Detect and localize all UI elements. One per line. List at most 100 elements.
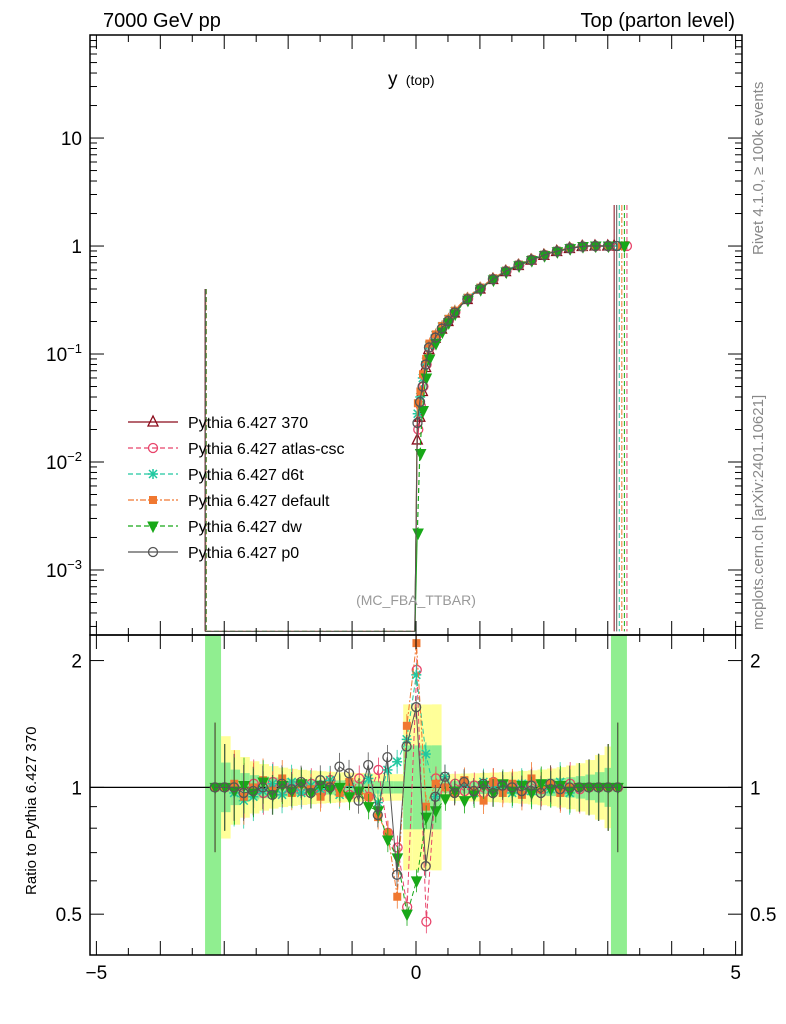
ratio-point	[257, 782, 268, 793]
legend-marker	[148, 469, 158, 479]
y-tick-exp: −2	[67, 449, 82, 464]
ratio-point	[401, 741, 412, 752]
y-tick-label: 10−2	[46, 449, 82, 474]
data-point	[538, 250, 550, 261]
y-tick-exp: −3	[67, 557, 82, 572]
data-point	[412, 417, 423, 429]
data-point	[417, 405, 430, 418]
ratio-point	[535, 787, 546, 799]
data-point	[414, 448, 427, 461]
data-point	[423, 342, 435, 353]
rivet-label: Rivet 4.1.0, ≥ 100k events	[750, 82, 767, 255]
y-tick-base: 10	[46, 345, 67, 366]
series-line	[416, 245, 615, 424]
data-point	[577, 241, 588, 252]
end-point	[618, 241, 631, 254]
legend-marker	[149, 496, 157, 504]
ratio-y-tick-label-right: 1	[750, 778, 761, 799]
main-plot-area	[204, 204, 633, 632]
legend-entry-1: Pythia 6.427 atlas-csc	[128, 441, 345, 458]
ratio-point	[458, 776, 470, 788]
ratio-point	[497, 780, 508, 791]
ratio-point	[479, 796, 488, 805]
x-tick-label: −5	[86, 963, 108, 984]
legend: Pythia 6.427 370 Pythia 6.427 atlas-csc Py…	[128, 414, 345, 562]
legend-entry-5: Pythia 6.427 p0	[128, 545, 299, 562]
ratio-point	[391, 853, 404, 866]
data-point	[500, 266, 511, 277]
series-line	[416, 245, 615, 441]
ratio-y-tick-label: 0.5	[56, 905, 82, 926]
ratio-point	[449, 787, 460, 799]
y-tick-exp: −1	[67, 341, 82, 356]
ratio-point	[410, 876, 423, 888]
ratio-point	[554, 781, 567, 793]
legend-label: Pythia 6.427 dw	[188, 519, 302, 536]
ratio-point	[612, 782, 623, 793]
y-tick-label: 10	[61, 129, 82, 150]
data-point	[414, 396, 426, 408]
ratio-point	[247, 785, 259, 797]
ratio-point	[238, 787, 249, 799]
ratio-point	[315, 775, 326, 786]
ratio-point	[420, 749, 431, 760]
ratio-point	[439, 794, 452, 806]
legend-label: Pythia 6.427 default	[188, 493, 330, 510]
ratio-point	[525, 788, 538, 801]
ratio-point	[391, 869, 403, 880]
ratio-point	[382, 835, 394, 848]
data-point	[416, 387, 425, 396]
star-stroke	[363, 773, 373, 783]
header-right: Top (parton level)	[580, 10, 735, 32]
data-point	[438, 321, 447, 330]
header-left: 7000 GeV pp	[103, 10, 221, 32]
data-point	[564, 243, 575, 254]
ratio-ylabel: Ratio to Pythia 6.427 370	[23, 727, 40, 895]
ratio-series-5	[209, 695, 623, 887]
ratio-point	[487, 787, 499, 799]
data-point	[420, 359, 431, 370]
data-point	[564, 244, 577, 256]
plot-title-sub: (top)	[406, 72, 435, 88]
ratio-point	[267, 789, 278, 800]
y-tick-base: 10	[46, 561, 67, 582]
ratio-point	[343, 768, 355, 779]
ratio-point	[554, 784, 566, 795]
legend-marker	[146, 414, 160, 427]
ratio-point	[286, 784, 297, 795]
ratio-point	[431, 779, 440, 788]
ratio-axis-ticks: 2 2 1 1 0.5 0.5 −5 0 5	[56, 635, 776, 984]
ratio-point	[506, 782, 518, 793]
y-tick-label: 10−1	[46, 341, 82, 366]
ratio-point	[526, 780, 537, 791]
legend-marker	[147, 521, 159, 534]
ratio-point	[353, 795, 364, 806]
legend-entry-0: Pythia 6.427 370	[128, 414, 308, 432]
legend-label: Pythia 6.427 p0	[188, 545, 299, 562]
ratio-point	[363, 759, 374, 771]
ratio-point	[458, 796, 471, 808]
ratio-point	[305, 787, 316, 799]
legend-label: Pythia 6.427 370	[188, 415, 308, 432]
rise-line	[414, 422, 418, 632]
ratio-point	[478, 778, 489, 789]
data-point	[513, 260, 524, 271]
y-tick-label: 1	[71, 237, 82, 258]
legend-marker	[147, 442, 159, 454]
plot-title-main: y	[388, 69, 398, 90]
ratio-point	[324, 782, 336, 793]
y-tick-base: 10	[61, 129, 82, 150]
ratio-point	[276, 778, 288, 789]
ratio-point	[401, 909, 413, 922]
legend-entry-3: Pythia 6.427 default	[128, 493, 330, 510]
ratio-y-tick-label: 2	[71, 652, 82, 673]
x-tick-label: 5	[730, 963, 741, 984]
data-point	[551, 246, 562, 257]
ratio-point	[421, 916, 432, 927]
y-tick-base: 1	[71, 237, 82, 258]
ratio-point	[393, 892, 402, 901]
series-5	[204, 204, 622, 632]
x-tick-label: 0	[411, 963, 422, 984]
ratio-y-tick-label-right: 0.5	[750, 905, 776, 926]
